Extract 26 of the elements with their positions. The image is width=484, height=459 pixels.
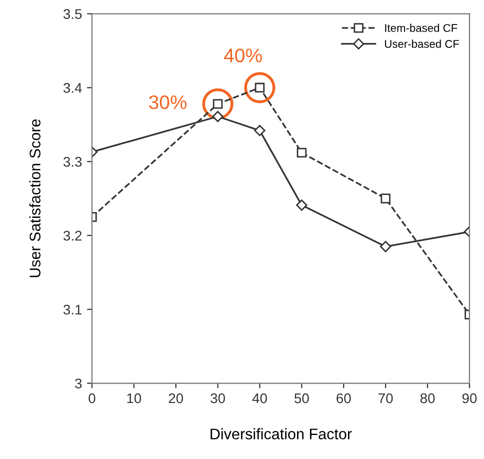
x-tick-label: 70 [378, 393, 393, 404]
x-tick-label: 20 [168, 393, 184, 404]
y-axis-title: User Satisfaction Score [29, 119, 40, 278]
x-tick-label: 50 [294, 393, 309, 404]
legend-label: User-based CF [385, 40, 460, 48]
point [212, 110, 224, 122]
y-tick-label: 3.1 [63, 304, 82, 315]
y-tick-label: 3.5 [63, 9, 82, 19]
y-tick-label: 3 [75, 378, 82, 388]
x-tick-label: 60 [336, 393, 351, 404]
x-tick-label: 0 [88, 393, 96, 404]
point [254, 124, 266, 136]
legend-label: Item-based CF [385, 24, 458, 32]
x-tick-label: 30 [210, 393, 225, 404]
y-tick-label: 3.4 [63, 83, 82, 93]
annotation: 40% [224, 48, 262, 62]
x-tick-label: 40 [252, 393, 267, 404]
x-tick-label: 90 [462, 393, 477, 404]
x-tick-label: 80 [420, 393, 435, 404]
annotation: 30% [149, 95, 187, 110]
y-tick-label: 3.3 [63, 156, 82, 167]
y-tick-label: 3.2 [63, 230, 82, 241]
x-tick-label: 10 [127, 393, 142, 404]
x-axis-title: Diversification Factor [210, 428, 352, 440]
point [380, 240, 392, 252]
point [296, 200, 308, 211]
